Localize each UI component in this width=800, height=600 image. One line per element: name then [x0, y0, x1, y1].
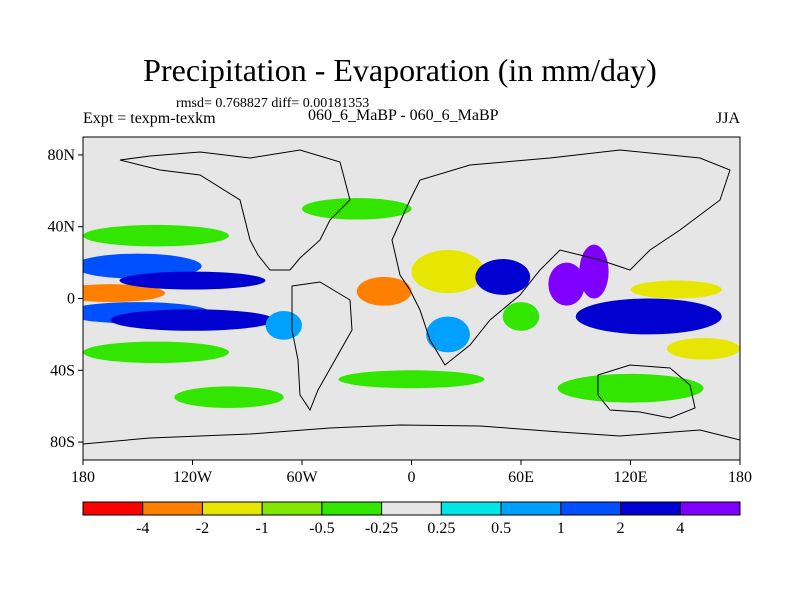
field-blob-4: [110, 309, 275, 331]
lon-label: 60W: [286, 469, 318, 486]
colorbar-label: 4: [676, 520, 684, 537]
field-blob-15: [667, 337, 740, 360]
case-label: 060_6_MaBP - 060_6_MaBP: [308, 107, 499, 124]
field-blob-0: [83, 284, 166, 303]
lon-label: 120W: [173, 469, 213, 486]
experiment-label: Expt = texpm-texkm: [83, 110, 216, 127]
colorbar-label: -0.25: [365, 520, 398, 537]
field-blob-8: [411, 250, 485, 294]
colorbar-label: -0.5: [309, 520, 334, 537]
field-blob-17: [338, 370, 485, 389]
field-blob-11: [548, 262, 585, 306]
colorbar-swatch: [142, 501, 203, 516]
lat-label: 40S: [50, 362, 75, 379]
lon-label: 180: [71, 469, 95, 486]
colorbar-swatch: [500, 501, 562, 516]
coastline-south-america: [291, 281, 353, 412]
lon-label: 120E: [614, 469, 648, 486]
rmsd-diff-stats: rmsd= 0.768827 diff= 0.00181353: [176, 96, 370, 111]
colorbar-swatch: [261, 501, 323, 516]
colorbar-label: 2: [617, 520, 625, 537]
colorbar-swatch: [679, 501, 741, 516]
field-blob-16: [302, 198, 412, 220]
colorbar-label: 1: [557, 520, 565, 537]
colorbar: -4 -2 -1 -0.5 -0.25 0.25 0.5 1 2 4: [82, 501, 741, 537]
field-blob-14: [630, 280, 722, 299]
field-blob-6: [83, 341, 229, 364]
colorbar-label: 0.25: [427, 520, 455, 537]
field-blob-18: [557, 373, 704, 403]
lat-label: 0: [67, 291, 75, 308]
field-blob-12: [579, 244, 609, 299]
contour-field-layer: [83, 198, 740, 408]
colorbar-label: -1: [256, 520, 269, 537]
lon-label: 60E: [508, 469, 534, 486]
field-blob-13: [575, 298, 722, 335]
colorbar-swatch: [440, 501, 502, 516]
field-blob-21: [426, 316, 470, 353]
colorbar-swatch: [201, 501, 263, 516]
coastline-eurasia-africa: [391, 149, 731, 366]
coastline-antarctica: [83, 424, 740, 445]
season-label: JJA: [716, 110, 741, 127]
coastline-north-america: [119, 149, 351, 271]
colorbar-swatch: [321, 501, 383, 516]
field-blob-9: [475, 259, 531, 295]
map-title: Precipitation - Evaporation (in mm/day): [143, 52, 657, 88]
map-background: [83, 137, 740, 460]
coastline-layer: [83, 149, 740, 445]
colorbar-label: -2: [196, 520, 209, 537]
colorbar-swatch: [381, 501, 442, 516]
lat-label: 80N: [47, 147, 75, 164]
colorbar-swatch: [560, 501, 622, 516]
field-blob-3: [119, 271, 266, 290]
colorbar-swatch: [620, 501, 681, 516]
lat-label: 80S: [50, 434, 75, 451]
coastline-australia: [597, 364, 696, 419]
colorbar-label: 0.5: [491, 520, 511, 537]
lon-label: 0: [408, 469, 416, 486]
longitude-axis: 180 120W 60W 0 60E 120E 180: [71, 460, 752, 486]
latitude-axis: 80N 40N 0 40S 80S: [47, 147, 83, 451]
field-blob-19: [174, 386, 284, 408]
field-blob-20: [265, 311, 302, 340]
colorbar-label: -4: [136, 520, 149, 537]
field-blob-10: [502, 302, 540, 331]
field-blob-5: [83, 224, 229, 247]
colorbar-swatch: [82, 501, 144, 516]
lat-label: 40N: [47, 219, 75, 236]
field-blob-7: [356, 276, 412, 306]
lon-label: 180: [728, 469, 752, 486]
